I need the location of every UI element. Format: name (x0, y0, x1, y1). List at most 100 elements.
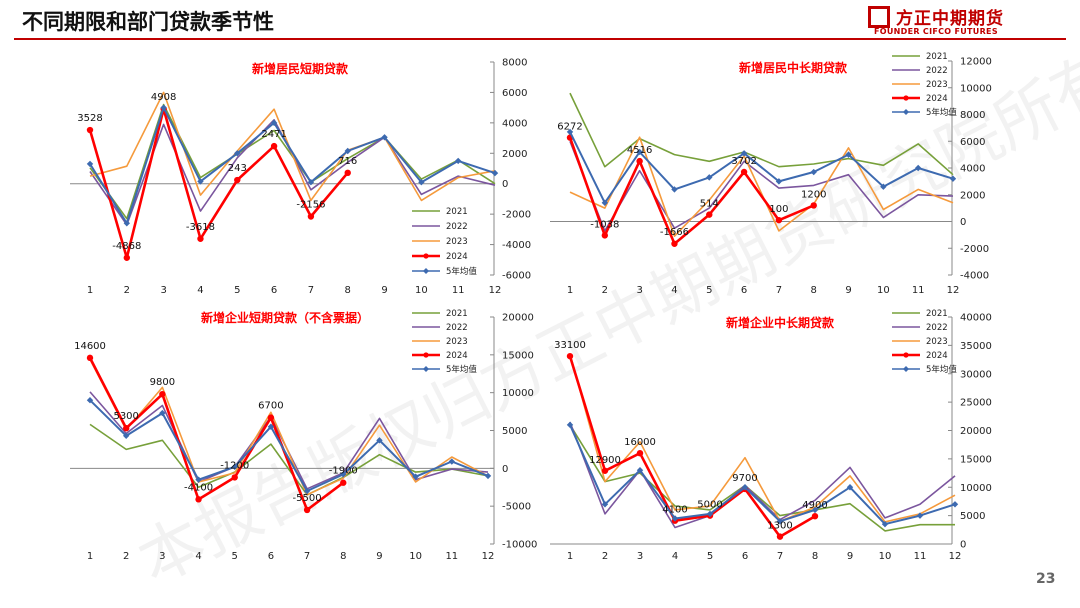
data-label-2024: -1038 (590, 219, 619, 230)
data-label-2024: 4516 (627, 145, 652, 156)
y-tick-label: 35000 (960, 341, 992, 352)
x-tick-label: 1 (567, 551, 573, 562)
series-line-2022 (569, 421, 956, 529)
data-label-2024: 9700 (732, 473, 757, 484)
data-point-avg (303, 487, 311, 495)
data-point-avg (412, 473, 419, 480)
data-label-2024: 4900 (802, 500, 827, 511)
data-point-2024 (267, 414, 275, 421)
data-label-2024: -3618 (186, 222, 215, 233)
data-point-avg (231, 463, 238, 471)
legend-label-2021: 2021 (926, 309, 948, 319)
data-point-2024 (231, 474, 238, 481)
data-point-avg (160, 104, 167, 111)
y-tick-label: 10000 (502, 388, 534, 399)
x-tick-label: 12 (947, 285, 960, 296)
x-tick-label: 6 (268, 551, 274, 562)
data-label-2024: 5000 (697, 500, 722, 511)
y-tick-label: 2000 (960, 190, 985, 201)
legend-marker-avg (903, 109, 909, 115)
data-point-avg (448, 458, 456, 465)
x-tick-label: 8 (812, 551, 818, 562)
series-line-2022 (569, 141, 954, 232)
data-label-2024: 3528 (77, 113, 102, 124)
x-tick-label: 7 (776, 285, 782, 296)
x-tick-label: 9 (376, 551, 382, 562)
data-point-2024 (197, 235, 204, 242)
y-tick-label: -6000 (502, 271, 531, 282)
data-point-avg (376, 437, 383, 444)
data-point-avg (566, 421, 574, 429)
y-tick-label: -4000 (502, 240, 531, 251)
x-tick-label: 1 (567, 285, 573, 296)
legend-marker-avg (423, 268, 429, 274)
x-tick-label: 9 (381, 285, 387, 296)
data-point-avg (381, 134, 388, 141)
data-point-avg (741, 484, 749, 491)
data-point-avg (484, 472, 492, 480)
y-tick-label: 10000 (960, 83, 992, 94)
series-line-5年均值 (569, 131, 954, 204)
y-tick-label: 8000 (960, 110, 985, 121)
data-point-2024 (636, 450, 644, 457)
data-point-avg (123, 220, 131, 227)
x-tick-label: 5 (232, 551, 238, 562)
data-point-2024 (601, 467, 609, 474)
legend-label-2023: 2023 (926, 337, 948, 347)
data-point-avg (951, 501, 959, 508)
series-line-2023 (569, 136, 954, 237)
x-tick-label: 10 (415, 285, 428, 296)
data-point-2024 (706, 211, 713, 218)
data-point-avg (307, 178, 315, 186)
y-tick-label: 5000 (502, 426, 527, 437)
data-point-2024 (303, 506, 311, 514)
data-point-2024 (340, 479, 347, 486)
data-point-2024 (776, 533, 784, 540)
series-line-2024 (568, 137, 815, 246)
y-tick-label: -10000 (502, 540, 537, 551)
data-point-2024 (159, 390, 166, 398)
series-line-2024 (88, 107, 349, 260)
series-line-2021 (89, 423, 489, 496)
data-point-2024 (811, 512, 819, 520)
data-point-2024 (123, 254, 131, 261)
legend-label-2022: 2022 (926, 323, 948, 333)
data-label-2024: -1200 (220, 460, 249, 471)
data-point-2024 (234, 176, 241, 184)
page-title: 不同期限和部门贷款季节性 (22, 10, 274, 34)
series-line-2023 (569, 353, 956, 523)
x-tick-label: 6 (742, 551, 748, 562)
logo-mark-icon (868, 6, 890, 28)
legend-label-5年均值: 5年均值 (926, 107, 957, 118)
x-tick-label: 8 (340, 551, 346, 562)
data-point-2024 (601, 232, 609, 239)
data-point-avg (810, 168, 817, 176)
data-point-2024 (86, 354, 94, 362)
x-tick-label: 8 (811, 285, 817, 296)
data-label-2024: -1900 (329, 466, 358, 477)
series-line-2021 (569, 92, 954, 176)
chart-corporate-short-term-loans: 新增企业短期贷款（不含票据） -10000 -5000 0 5000 10000 15000… (70, 309, 537, 562)
series-line-5年均值 (569, 424, 956, 526)
legend-label-2021: 2021 (926, 52, 948, 62)
data-label-2024: -4100 (184, 482, 213, 493)
x-tick-label: 4 (197, 285, 203, 296)
data-point-avg (344, 147, 351, 155)
series-line-2023 (89, 91, 496, 202)
legend-label-2024: 2024 (926, 94, 948, 104)
x-tick-label: 3 (159, 551, 165, 562)
data-label-2024: 33100 (554, 340, 586, 351)
x-tick-label: 4 (672, 551, 678, 562)
data-point-2024 (810, 202, 817, 209)
data-label-2024: 4100 (662, 505, 687, 516)
logo-english-text: FOUNDER CIFCO FUTURES (874, 27, 998, 36)
x-tick-label: 2 (124, 285, 130, 296)
series-line-5年均值 (89, 106, 496, 225)
data-point-2024 (195, 496, 202, 503)
x-tick-label: 10 (877, 285, 890, 296)
x-tick-label: 2 (602, 551, 608, 562)
x-tick-label: 3 (637, 551, 643, 562)
series-line-2024 (568, 355, 816, 538)
data-label-2024: 1200 (801, 189, 826, 200)
x-tick-label: 10 (409, 551, 422, 562)
